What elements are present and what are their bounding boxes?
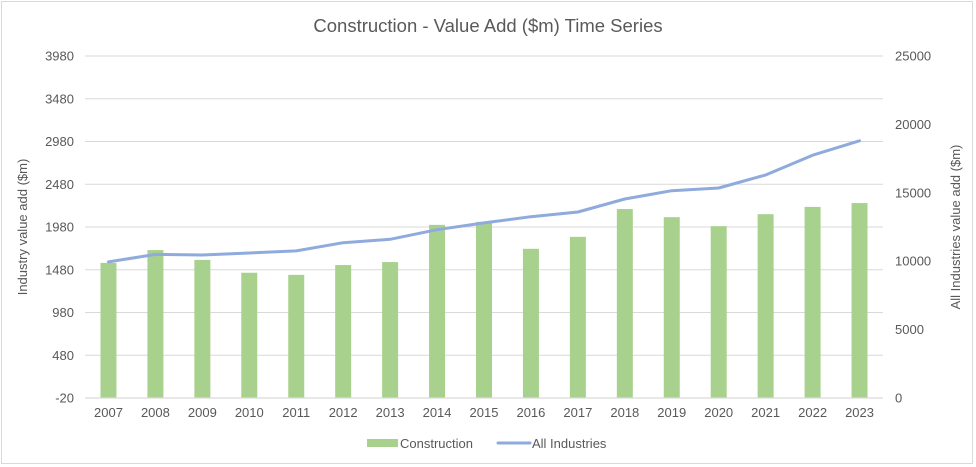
chart-title: Construction - Value Add ($m) Time Serie… bbox=[313, 15, 662, 36]
construction-bars bbox=[100, 203, 868, 398]
legend-swatch-construction bbox=[367, 439, 398, 447]
legend: Construction All Industries bbox=[367, 436, 607, 451]
y2-tick-label: 5000 bbox=[895, 322, 924, 337]
x-tick-label: 2013 bbox=[376, 405, 405, 420]
bar-construction bbox=[757, 214, 774, 398]
x-tick-label: 2023 bbox=[845, 405, 874, 420]
bar-construction bbox=[288, 274, 305, 398]
bar-construction bbox=[569, 236, 586, 398]
x-tick-label: 2009 bbox=[188, 405, 217, 420]
bar-construction bbox=[616, 209, 633, 398]
bar-construction bbox=[241, 272, 258, 398]
y2-tick-label: 25000 bbox=[895, 49, 931, 64]
x-tick-label: 2018 bbox=[610, 405, 639, 420]
x-tick-label: 2017 bbox=[563, 405, 592, 420]
y-tick-label: 2980 bbox=[45, 134, 74, 149]
y-tick-label: 3980 bbox=[45, 49, 74, 64]
x-tick-label: 2007 bbox=[94, 405, 123, 420]
y2-tick-label: 10000 bbox=[895, 254, 931, 269]
y-axis-right-title: All Industries value add ($m) bbox=[948, 145, 963, 310]
y2-tick-label: 0 bbox=[895, 391, 902, 406]
y-axis-right-ticks: 25000 20000 15000 10000 5000 0 bbox=[895, 49, 931, 406]
x-tick-label: 2014 bbox=[423, 405, 452, 420]
x-tick-label: 2022 bbox=[798, 405, 827, 420]
y-tick-label: 1980 bbox=[45, 220, 74, 235]
bar-construction bbox=[429, 224, 446, 398]
y-tick-label: 980 bbox=[52, 305, 74, 320]
legend-label-all-industries: All Industries bbox=[532, 436, 607, 451]
y-tick-label: 480 bbox=[52, 348, 74, 363]
bar-construction bbox=[335, 265, 352, 398]
bar-construction bbox=[663, 217, 680, 398]
y-tick-label: -20 bbox=[55, 391, 74, 406]
bar-construction bbox=[476, 221, 492, 398]
x-tick-label: 2016 bbox=[516, 405, 545, 420]
x-tick-label: 2010 bbox=[235, 405, 264, 420]
y2-tick-label: 20000 bbox=[895, 117, 931, 132]
bar-construction bbox=[382, 262, 399, 398]
y-tick-label: 2480 bbox=[45, 177, 74, 192]
legend-label-construction: Construction bbox=[400, 436, 473, 451]
x-tick-label: 2015 bbox=[470, 405, 499, 420]
all-industries-line bbox=[107, 139, 861, 264]
y-axis-left-title: Industry value add ($m) bbox=[15, 159, 30, 296]
x-tick-label: 2012 bbox=[329, 405, 358, 420]
x-tick-label: 2019 bbox=[657, 405, 686, 420]
y2-tick-label: 15000 bbox=[895, 185, 931, 200]
bar-construction bbox=[147, 250, 164, 398]
x-tick-label: 2008 bbox=[141, 405, 170, 420]
y-tick-label: 1480 bbox=[45, 262, 74, 277]
y-axis-left-ticks: 3980 3480 2980 2480 1980 1480 980 480 -20 bbox=[45, 49, 74, 406]
x-tick-label: 2021 bbox=[751, 405, 780, 420]
x-tick-label: 2020 bbox=[704, 405, 733, 420]
bar-construction bbox=[194, 259, 211, 398]
bar-construction bbox=[100, 262, 117, 398]
bar-construction bbox=[804, 206, 821, 398]
x-tick-label: 2011 bbox=[282, 405, 310, 420]
x-axis-ticks: 2007 2008 2009 2010 2011 2012 2013 2014 2015 2016… bbox=[94, 405, 874, 420]
bar-construction bbox=[851, 203, 868, 398]
bar-construction bbox=[522, 248, 539, 398]
y-tick-label: 3480 bbox=[45, 91, 74, 106]
bar-construction bbox=[710, 226, 727, 398]
